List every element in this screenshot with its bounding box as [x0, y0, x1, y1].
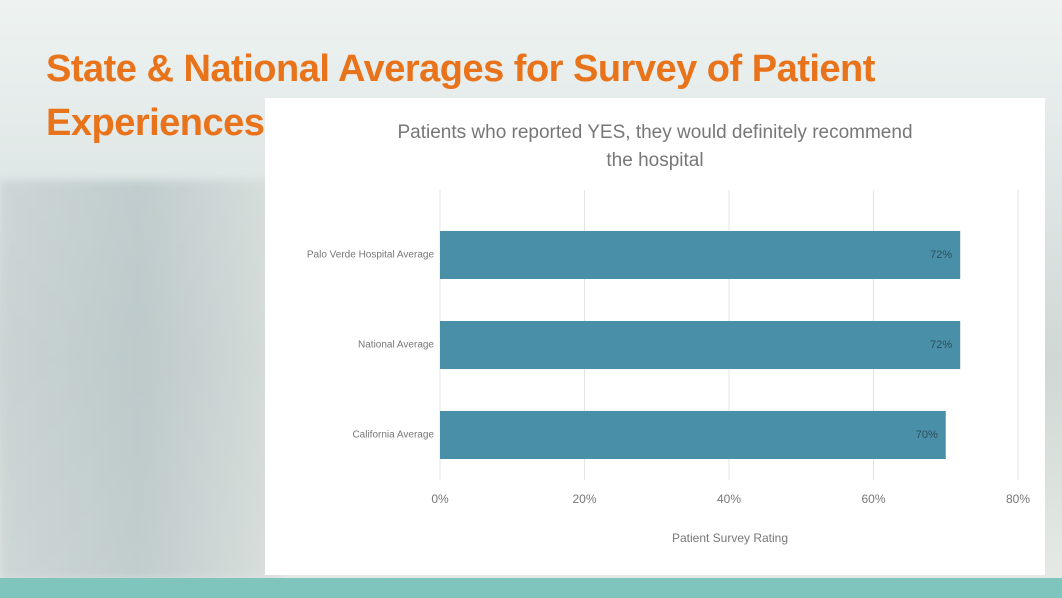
y-tick-label: Palo Verde Hospital Average: [307, 250, 435, 261]
bar: [440, 321, 961, 369]
x-tick-label: 0%: [431, 492, 449, 506]
x-tick-label: 20%: [572, 492, 596, 506]
background-photo: [0, 180, 280, 580]
bar: [440, 231, 961, 279]
data-label: 70%: [916, 429, 938, 441]
y-tick-label: National Average: [358, 340, 434, 351]
x-tick-label: 40%: [717, 492, 741, 506]
slide-title: State & National Averages for Survey of …: [46, 48, 875, 144]
footer-band: [0, 578, 1062, 598]
chart-title: Patients who reported YES, they would de…: [397, 122, 912, 171]
bar: [440, 411, 946, 459]
data-label: 72%: [930, 339, 952, 351]
x-tick-label: 60%: [861, 492, 885, 506]
y-tick-label: California Average: [352, 430, 434, 441]
data-label: 72%: [930, 249, 952, 261]
x-tick-label: 80%: [1006, 492, 1030, 506]
x-axis-label: Patient Survey Rating: [672, 531, 788, 545]
